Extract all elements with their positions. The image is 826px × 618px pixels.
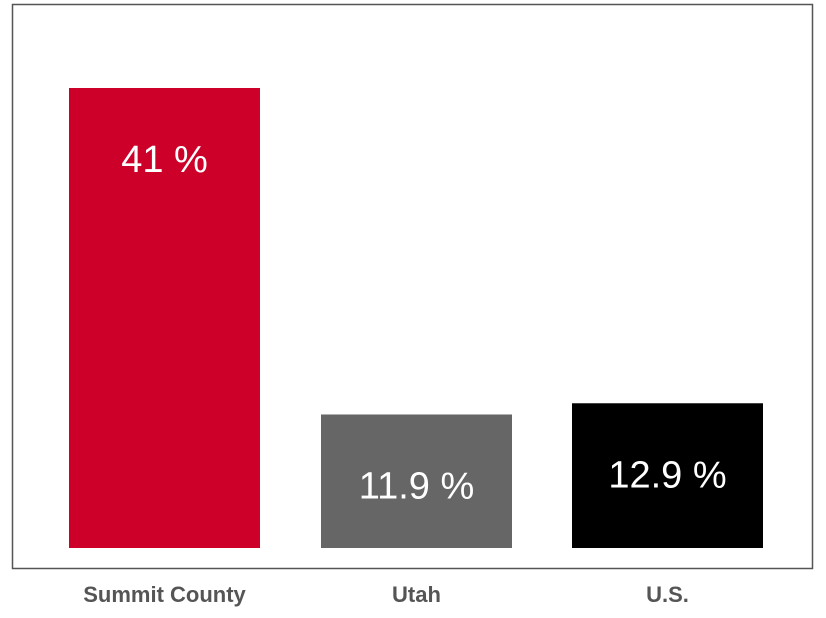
frame xyxy=(11,3,814,570)
category-label: Utah xyxy=(392,582,441,607)
category-label: U.S. xyxy=(646,582,689,607)
value-label: 41 % xyxy=(121,139,208,181)
bar xyxy=(69,88,260,548)
value-label: 12.9 % xyxy=(608,454,726,496)
value-label: 11.9 % xyxy=(359,466,474,508)
category-label: Summit County xyxy=(83,582,246,607)
bar xyxy=(321,414,512,548)
bar xyxy=(572,403,763,548)
